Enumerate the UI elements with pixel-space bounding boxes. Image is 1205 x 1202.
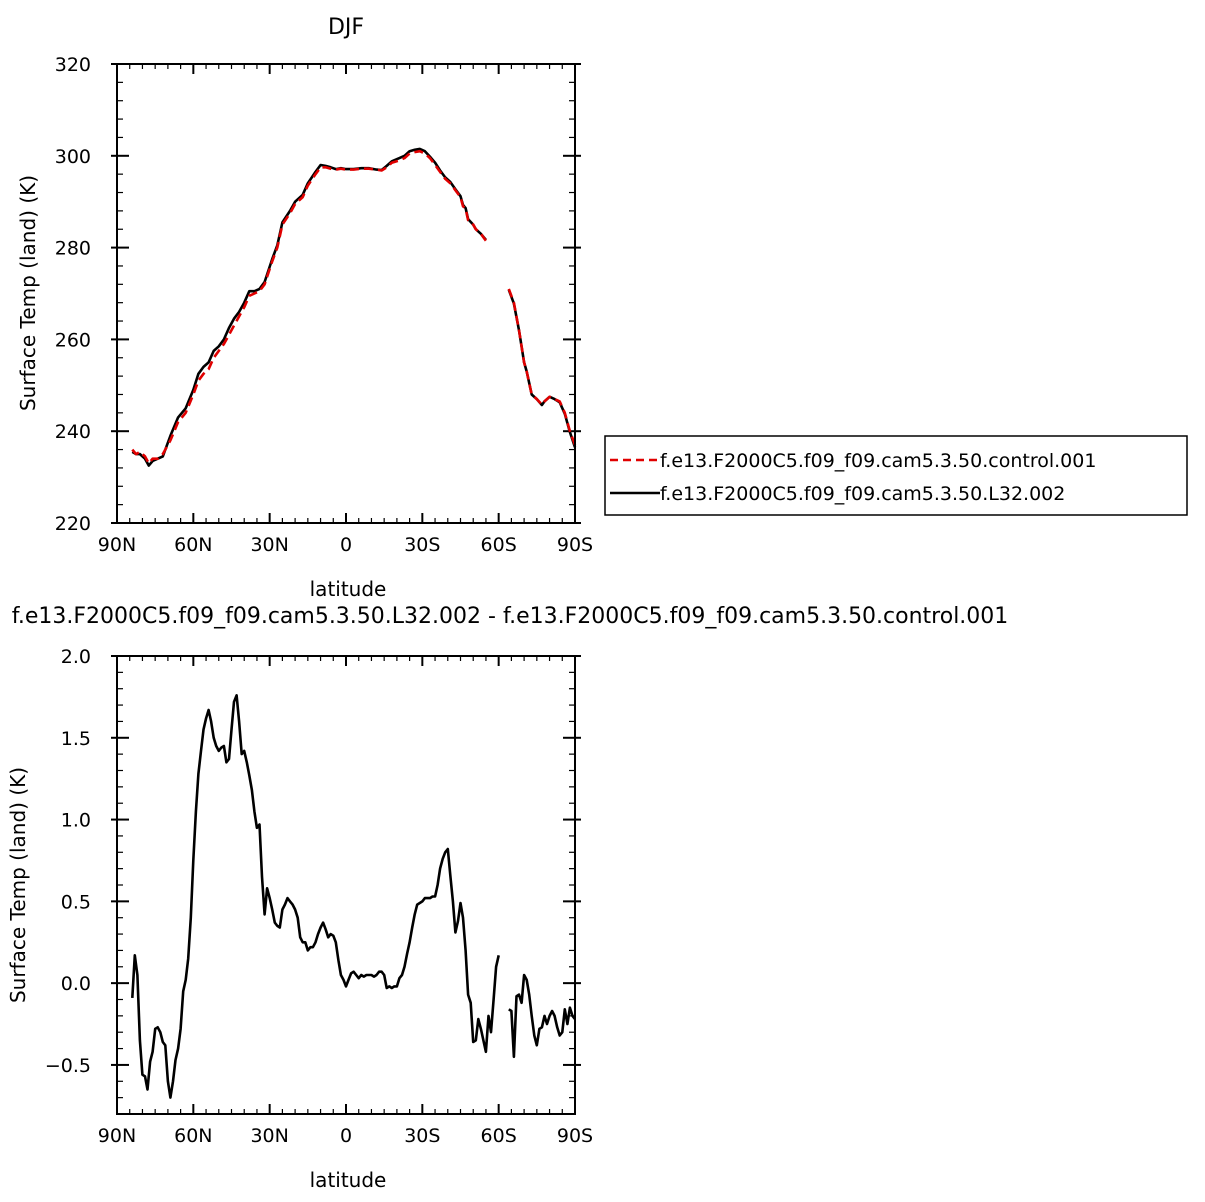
bottom-ytick-label: 1.5 [61, 728, 91, 750]
bottom-xtick-label: 90N [98, 1125, 136, 1147]
bottom-xtick-label: 0 [340, 1125, 352, 1147]
top-series-line-0 [131, 149, 487, 465]
top-ytick-label: 300 [55, 146, 91, 168]
bottom-chart-title: f.e13.F2000C5.f09_f09.cam5.3.50.L32.002 … [12, 604, 1009, 629]
top-chart-title: DJF [328, 15, 364, 40]
bottom-xtick-label: 60S [481, 1125, 517, 1147]
bottom-series-lines [131, 693, 577, 1099]
top-xtick-label: 0 [340, 534, 352, 556]
top-series-line-1 [507, 289, 577, 448]
bottom-chart: f.e13.F2000C5.f09_f09.cam5.3.50.L32.002 … [6, 604, 1008, 1192]
bottom-tick-labels: 90N 60N 30N 0 30S 60S 90S −0.5 0.0 0.5 1.0 1.5 2.0 [45, 646, 593, 1147]
top-xtick-label: 30N [250, 534, 288, 556]
bottom-ytick-label: 0.0 [61, 973, 91, 995]
bottom-xtick-label: 30N [250, 1125, 288, 1147]
legend: f.e13.F2000C5.f09_f09.cam5.3.50.control.… [604, 435, 1188, 516]
bottom-series-line-0 [508, 973, 577, 1059]
top-ytick-label: 280 [55, 238, 91, 260]
top-y-axis-label: Surface Temp (land) (K) [16, 175, 40, 411]
top-xtick-label: 90N [98, 534, 136, 556]
top-chart: DJF latitude Surface Temp (land) (K) 90N… [16, 15, 593, 601]
legend-entry-control: f.e13.F2000C5.f09_f09.cam5.3.50.control.… [660, 450, 1096, 472]
bottom-x-axis-label: latitude [310, 1168, 387, 1192]
top-xtick-label: 30S [404, 534, 440, 556]
top-xtick-label: 60S [481, 534, 517, 556]
bottom-xtick-label: 90S [557, 1125, 593, 1147]
top-x-axis-label: latitude [310, 577, 387, 601]
top-series-lines [131, 147, 577, 467]
top-xtick-label: 60N [174, 534, 212, 556]
bottom-xtick-label: 60N [174, 1125, 212, 1147]
bottom-axis-ticks [111, 655, 581, 1115]
top-ytick-label: 240 [55, 421, 91, 443]
top-xtick-label: 90S [557, 534, 593, 556]
bottom-plot-frame [116, 655, 576, 1115]
bottom-xtick-label: 30S [404, 1125, 440, 1147]
top-ytick-label: 220 [55, 513, 91, 535]
legend-box [604, 435, 1188, 516]
bottom-ytick-label: −0.5 [45, 1055, 91, 1077]
bottom-ytick-label: 0.5 [61, 891, 91, 913]
bottom-y-axis-label: Surface Temp (land) (K) [6, 767, 30, 1003]
bottom-series-line-0 [131, 693, 500, 1099]
top-ytick-label: 260 [55, 329, 91, 351]
top-tick-labels: 90N 60N 30N 0 30S 60S 90S 220 240 260 280 300 320 [55, 54, 593, 556]
legend-entry-l32: f.e13.F2000C5.f09_f09.cam5.3.50.L32.002 [660, 483, 1065, 505]
top-series-line-0 [507, 288, 577, 446]
bottom-ytick-label: 1.0 [61, 810, 91, 832]
top-series-line-1 [131, 147, 487, 467]
bottom-ytick-label: 2.0 [61, 646, 91, 668]
top-ytick-label: 320 [55, 54, 91, 76]
top-plot-frame [116, 63, 576, 524]
